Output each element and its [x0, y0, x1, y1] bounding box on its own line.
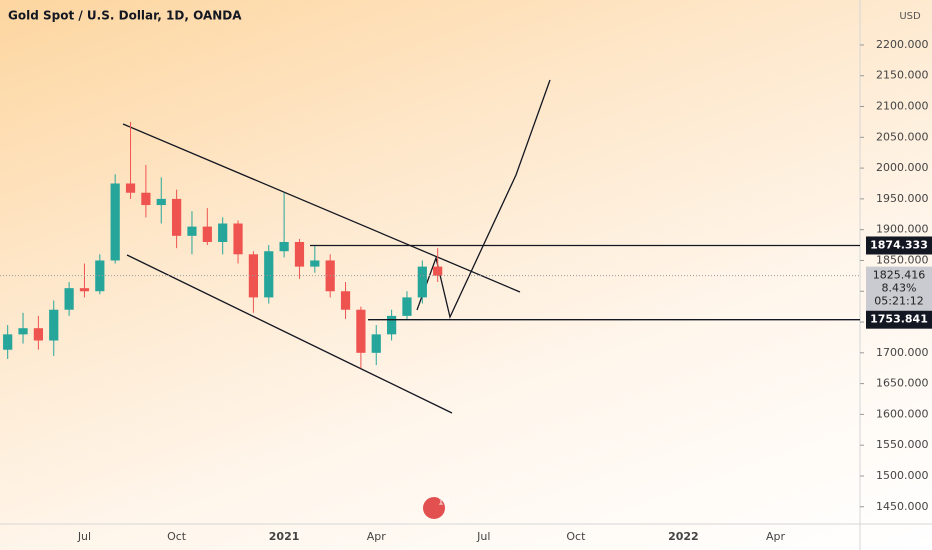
- candle-body: [187, 226, 197, 236]
- y-tick-label: 1650.000: [876, 377, 929, 390]
- badge-icon[interactable]: [423, 497, 445, 519]
- candle-body: [49, 309, 59, 341]
- y-tick-label: 2050.000: [876, 130, 929, 143]
- y-tick-label: 2150.000: [876, 69, 929, 82]
- countdown: 05:21:12: [874, 295, 923, 308]
- candle-body: [340, 291, 351, 310]
- candle-body: [417, 266, 427, 298]
- y-tick-label: 1700.000: [876, 346, 929, 359]
- last-price: 1825.416: [873, 269, 926, 282]
- candle-body: [141, 192, 151, 206]
- y-tick-label: 1950.000: [876, 192, 929, 205]
- y-tick-label: 1850.000: [876, 253, 929, 266]
- level-tag: [866, 310, 932, 329]
- y-tick-label: 2100.000: [876, 100, 929, 113]
- x-tick-label: Apr: [766, 530, 786, 543]
- y-tick-label: 2000.000: [876, 161, 929, 174]
- currency[interactable]: USD: [899, 11, 921, 22]
- badge-count: 10: [438, 498, 450, 508]
- candle-body: [33, 328, 43, 341]
- candle-body: [156, 198, 166, 206]
- candle-body: [387, 315, 397, 335]
- y-tick-label: 2200.000: [876, 38, 929, 51]
- candle-body: [125, 183, 136, 193]
- x-tick-label: Apr: [367, 530, 387, 543]
- change: 8.43%: [882, 282, 917, 295]
- x-tick-label: Jul: [476, 530, 490, 543]
- x-tick-label: Oct: [167, 530, 187, 543]
- candle-body: [402, 297, 412, 316]
- candle-body: [18, 328, 28, 335]
- x-tick-label: 2021: [269, 530, 300, 543]
- candle-body: [64, 288, 74, 310]
- x-tick-label: Jul: [77, 530, 91, 543]
- candle-body: [294, 241, 305, 267]
- last-price-tag: [866, 266, 932, 311]
- candle-body: [356, 309, 366, 353]
- candle-body: [79, 288, 90, 292]
- candle-body: [172, 198, 182, 236]
- candle-body: [433, 266, 443, 276]
- candle-body: [110, 183, 120, 261]
- candle-body: [233, 223, 243, 255]
- chart-title: Gold Spot / U.S. Dollar, 1D, OANDA: [8, 9, 242, 23]
- x-tick-label: 2022: [668, 530, 699, 543]
- candle-body: [279, 241, 289, 252]
- candle-body: [3, 334, 13, 350]
- level-label: 1874.333: [870, 238, 928, 251]
- level-label: 1753.841: [870, 313, 928, 326]
- drawings: [122, 79, 551, 414]
- channel-top: [122, 123, 521, 293]
- y-tick-label: 1450.000: [876, 500, 929, 513]
- candle-body: [310, 260, 320, 267]
- channel-bottom: [126, 254, 453, 414]
- candle-body: [202, 226, 212, 242]
- candle-body: [264, 251, 274, 298]
- level-tag: [866, 236, 932, 255]
- y-tick-label: 1600.000: [876, 407, 929, 420]
- x-tick-label: Oct: [566, 530, 586, 543]
- candle-body: [371, 334, 381, 353]
- y-tick-label: 1550.000: [876, 438, 929, 451]
- y-tick-label: 1900.000: [876, 223, 929, 236]
- projection: [416, 79, 551, 319]
- candle-body: [248, 254, 258, 298]
- candle-body: [218, 223, 228, 242]
- y-tick-label: 1500.000: [876, 469, 929, 482]
